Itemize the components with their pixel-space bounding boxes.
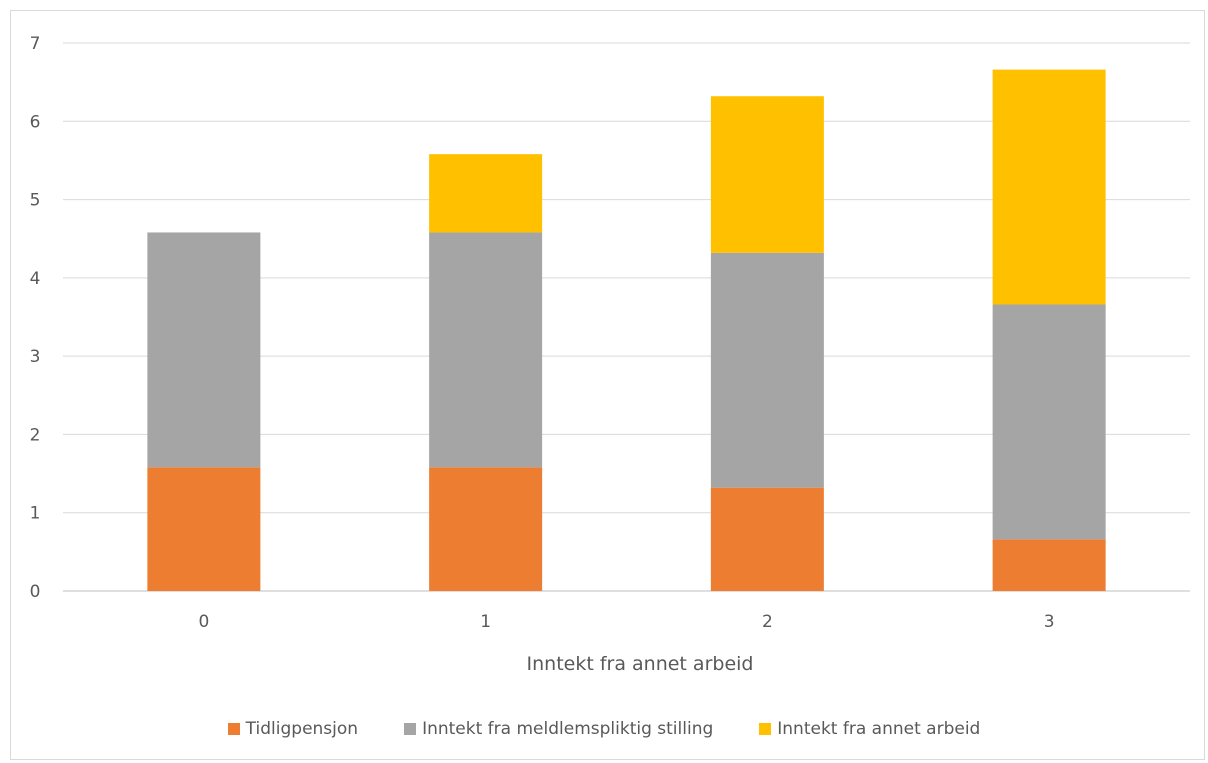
bar-segment	[147, 232, 261, 468]
y-tick-label: 2	[30, 425, 41, 445]
bar-segment	[710, 487, 824, 591]
y-tick-label: 5	[30, 191, 41, 211]
legend-swatch	[759, 723, 772, 735]
legend-swatch	[227, 723, 240, 735]
legend-label: Inntekt fra annet arbeid	[777, 719, 981, 739]
x-tick-label: 2	[762, 612, 773, 632]
bars	[147, 69, 1106, 591]
y-tick-label: 3	[30, 347, 41, 367]
bar-segment	[429, 467, 543, 591]
bar-segment	[992, 69, 1106, 305]
legend-item-meldlemspliktig: Inntekt fra meldlemspliktig stilling	[404, 719, 713, 739]
x-tick-label: 3	[1044, 612, 1055, 632]
bar-segment	[710, 252, 824, 488]
y-tick-label: 4	[30, 269, 41, 289]
legend-item-annet-arbeid: Inntekt fra annet arbeid	[759, 719, 980, 739]
bar-segment	[710, 96, 824, 253]
legend-label: Tidligpensjon	[245, 719, 359, 739]
x-tick-label: 1	[480, 612, 491, 632]
x-axis-ticks: 0 1 2 3	[198, 612, 1054, 632]
bar-segment	[429, 232, 543, 468]
y-tick-label: 7	[30, 34, 41, 54]
bar-segment	[147, 467, 261, 591]
bar-segment	[992, 304, 1106, 540]
bar-segment	[992, 539, 1106, 591]
y-axis-ticks: 0 1 2 3 4 5 6 7	[30, 34, 41, 602]
legend-label: Inntekt fra meldlemspliktig stilling	[422, 719, 714, 739]
y-tick-label: 6	[30, 112, 41, 132]
y-tick-label: 1	[30, 504, 41, 524]
x-tick-label: 0	[198, 612, 209, 632]
bar-segment	[429, 154, 543, 233]
y-tick-label: 0	[30, 582, 41, 602]
legend-item-tidligpensjon: Tidligpensjon	[227, 719, 359, 739]
legend-swatch	[404, 723, 417, 735]
x-axis-title: Inntekt fra annet arbeid	[527, 653, 754, 675]
legend: Tidligpensjon Inntekt fra meldlemsplikti…	[0, 719, 1208, 739]
